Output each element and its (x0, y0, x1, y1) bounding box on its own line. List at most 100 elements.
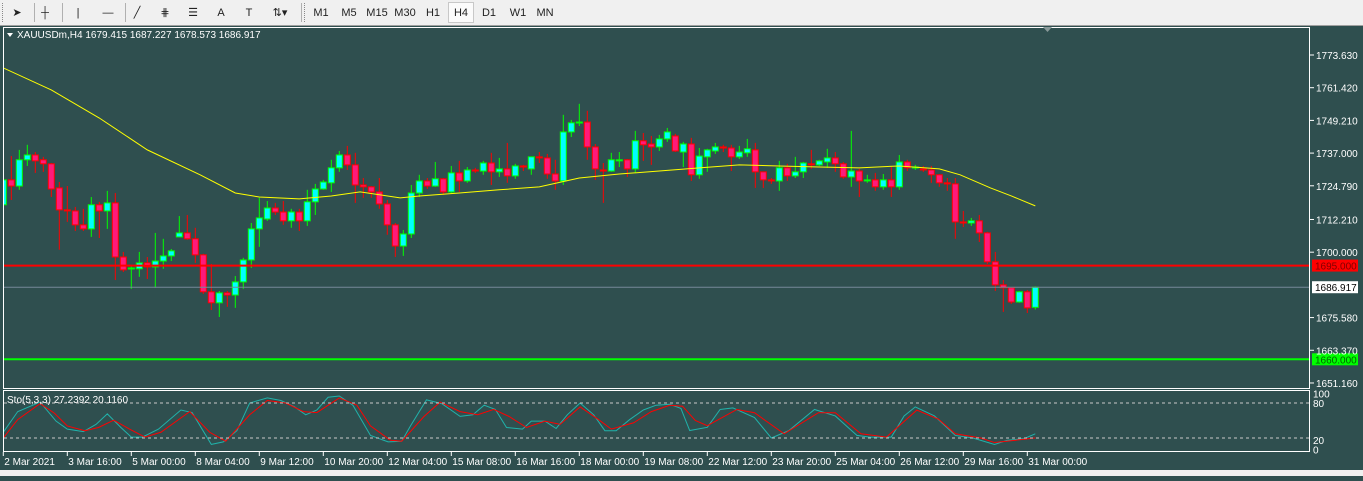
bear-candle (647, 135, 655, 165)
bull-candle (879, 173, 887, 190)
bull-candle (167, 248, 175, 262)
bull-candle (407, 184, 415, 238)
bull-candle (663, 127, 671, 142)
candle-body (423, 180, 431, 187)
bear-candle (7, 156, 15, 200)
trendline-icon[interactable]: ╱ (133, 7, 141, 19)
price-axis-label: 1749.210 (1316, 116, 1358, 127)
bear-candle (935, 173, 943, 187)
candle-body (991, 261, 999, 286)
candle-body (583, 121, 591, 148)
chart-shift-marker-icon[interactable] (1043, 27, 1052, 32)
candle-body (767, 179, 775, 182)
candle-body (783, 167, 791, 177)
arrows-dropdown-icon[interactable]: ⇅▾ (272, 7, 288, 19)
text-label-icon[interactable]: T (245, 6, 253, 19)
bull-candle (319, 179, 327, 190)
chart-canvas[interactable]: 1695.000 1686.917 1660.000 XAUUSDm,H4 1679… (0, 26, 1363, 476)
stochastic-title: Sto(5,3,3) 27.2392 20.1160 (7, 395, 128, 406)
price-axis-label: 1651.160 (1316, 379, 1358, 390)
bear-candle (271, 202, 279, 215)
candle-body (775, 167, 783, 182)
bull-candle (743, 138, 751, 157)
candle-body (151, 260, 159, 268)
candle-body (1031, 286, 1039, 308)
stochastic-axis-label: 20 (1313, 436, 1325, 447)
candle-body (855, 170, 863, 182)
bull-candle (607, 152, 615, 172)
timeframe-m30-button[interactable]: M30 (394, 6, 416, 19)
toolbar-grip[interactable] (2, 3, 6, 22)
candle-body (247, 228, 255, 261)
bull-candle (847, 130, 855, 187)
resistance-line-label-bg (1312, 259, 1358, 272)
collapse-triangle-icon[interactable] (7, 33, 13, 37)
bear-candle (223, 291, 231, 307)
bull-candle (415, 174, 423, 198)
timeframe-m15-button[interactable]: M15 (366, 6, 388, 19)
bear-candle (951, 178, 959, 239)
time-axis-label: 8 Mar 04:00 (196, 457, 250, 468)
timeframe-m1-button[interactable]: M1 (313, 6, 329, 19)
timeframe-h4-button[interactable]: H4 (448, 2, 474, 23)
fibonacci-retracement-icon[interactable]: ☰ (188, 7, 198, 19)
timeframe-mn-button[interactable]: MN (536, 6, 554, 19)
bear-candle (831, 152, 839, 172)
bear-candle (1023, 289, 1031, 313)
candle-body (895, 161, 903, 188)
timeframe-m5-button[interactable]: M5 (341, 6, 357, 19)
crosshair-icon[interactable]: ┼ (41, 6, 49, 19)
support-line-label: 1660.000 (1315, 355, 1357, 366)
indicator-window-border (3, 390, 1310, 452)
chart-background (0, 26, 1363, 476)
cursor-icon[interactable]: ➤ (12, 7, 22, 19)
horizontal-line-icon[interactable]: — (102, 6, 114, 19)
bear-candle (727, 144, 735, 172)
current-price-line-label: 1686.917 (1315, 283, 1357, 294)
bear-candle (439, 178, 447, 195)
fibonacci-channel-icon[interactable]: ⋕ (160, 7, 170, 19)
time-axis-label: 2 Mar 2021 (4, 457, 55, 468)
candle-body (535, 156, 543, 159)
bear-candle (55, 182, 63, 250)
bull-candle (447, 165, 455, 193)
text-icon[interactable]: A (217, 6, 225, 19)
candle-body (823, 157, 831, 163)
price-chart[interactable]: 1695.000 1686.917 1660.000 XAUUSDm,H4 1679… (0, 26, 1363, 476)
stochastic-axis-label: 80 (1313, 399, 1325, 410)
timeframe-w1-button[interactable]: W1 (509, 6, 527, 19)
bull-candle (527, 156, 535, 175)
bull-candle (815, 159, 823, 166)
bull-candle (287, 208, 295, 228)
candle-body (719, 146, 727, 149)
toolbar-separator (301, 3, 302, 22)
candle-body (887, 179, 895, 188)
candle-body (431, 178, 439, 187)
toolbar-grip[interactable] (304, 3, 308, 22)
candle-body (487, 162, 495, 173)
stochastic-signal-line (4, 397, 1036, 444)
bull-candle (311, 183, 319, 215)
candle-body (39, 159, 47, 165)
candle-body (983, 232, 991, 263)
time-axis-label: 19 Mar 08:00 (644, 457, 703, 468)
candle-body (623, 159, 631, 170)
candle-body (519, 165, 527, 168)
timeframe-d1-button[interactable]: D1 (481, 6, 497, 19)
bear-candle (199, 253, 207, 294)
bear-candle (295, 208, 303, 232)
bear-candle (719, 144, 727, 153)
candle-body (199, 254, 207, 293)
candle-body (79, 224, 87, 230)
bear-candle (959, 210, 967, 228)
candle-body (703, 149, 711, 158)
vertical-line-icon[interactable]: | (76, 6, 80, 19)
candle-body (303, 201, 311, 222)
bull-candle (631, 130, 639, 173)
bear-candle (855, 168, 863, 198)
timeframe-h1-button[interactable]: H1 (425, 6, 441, 19)
time-axis-label: 5 Mar 00:00 (132, 457, 186, 468)
candle-body (159, 255, 167, 262)
candle-body (879, 179, 887, 188)
bull-candle (1015, 291, 1023, 303)
